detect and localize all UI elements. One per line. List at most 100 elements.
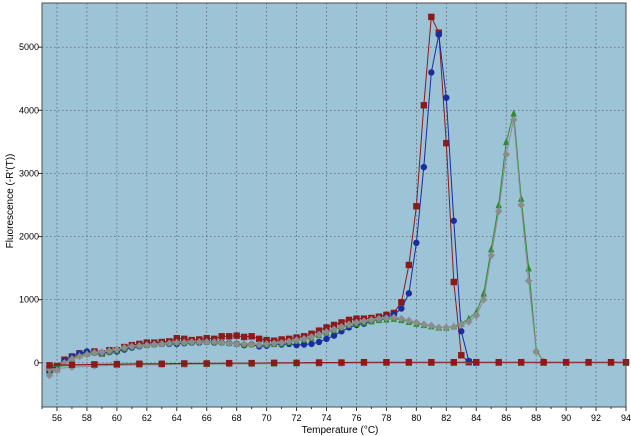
data-point <box>397 314 406 323</box>
data-point <box>45 371 54 380</box>
data-point <box>562 358 570 366</box>
plot-frame <box>41 2 627 408</box>
x-tick-label: 74 <box>322 413 332 423</box>
plot-area <box>42 3 626 407</box>
data-point <box>338 359 345 366</box>
x-tick-label: 94 <box>621 413 631 423</box>
data-point <box>157 340 166 348</box>
data-point <box>91 361 98 368</box>
y-tick-label: 0 <box>34 358 39 368</box>
x-tick-label: 84 <box>471 413 481 423</box>
data-point <box>322 328 331 336</box>
data-point <box>532 347 540 356</box>
x-tick-label: 70 <box>262 413 272 423</box>
data-point <box>308 340 315 348</box>
data-point <box>75 352 84 361</box>
data-point <box>307 333 316 341</box>
data-point <box>128 342 136 351</box>
data-point <box>502 150 511 159</box>
data-point <box>225 333 233 340</box>
data-point <box>442 323 451 332</box>
data-point <box>360 358 368 366</box>
data-point <box>240 340 248 348</box>
data-point <box>352 318 361 327</box>
data-point <box>330 321 338 329</box>
data-point <box>435 31 443 38</box>
series-3 <box>45 115 548 380</box>
data-point <box>405 290 413 297</box>
data-point <box>345 320 353 329</box>
data-point <box>517 201 525 209</box>
data-point <box>233 332 240 339</box>
series-line <box>49 34 477 373</box>
data-point <box>540 358 547 366</box>
y-tick-label: 2000 <box>19 232 39 242</box>
data-point <box>420 102 428 109</box>
y-tick-label: 5000 <box>19 42 39 52</box>
data-point <box>458 328 465 335</box>
data-point <box>479 295 488 304</box>
data-point <box>375 314 383 323</box>
data-point <box>472 311 481 320</box>
data-point <box>323 324 330 331</box>
data-point <box>210 338 219 346</box>
data-point <box>143 341 151 349</box>
x-tick-label: 80 <box>411 413 421 423</box>
x-tick-label: 72 <box>292 413 302 423</box>
x-tick-label: 78 <box>381 413 391 423</box>
data-point <box>225 339 233 348</box>
x-tick-label: 68 <box>232 413 242 423</box>
data-point <box>405 316 413 325</box>
data-point <box>83 350 91 359</box>
data-point <box>495 201 502 209</box>
x-tick-label: 58 <box>82 413 92 423</box>
data-point <box>270 359 278 367</box>
data-point <box>255 340 263 349</box>
data-point <box>495 358 502 366</box>
data-point <box>413 203 420 210</box>
data-point <box>330 332 338 339</box>
data-point <box>607 358 615 366</box>
data-point <box>398 299 405 306</box>
data-point <box>195 338 204 346</box>
data-point <box>202 338 211 346</box>
data-point <box>135 341 144 350</box>
data-point <box>398 305 405 312</box>
data-point <box>187 338 196 346</box>
data-point <box>300 341 308 348</box>
data-point <box>315 338 323 346</box>
data-point <box>300 335 308 343</box>
data-point <box>420 320 428 329</box>
data-point <box>180 338 189 347</box>
data-point <box>480 289 487 297</box>
data-point <box>293 359 300 367</box>
x-tick-label: 66 <box>202 413 212 423</box>
data-point <box>428 358 435 366</box>
y-tick-label: 1000 <box>19 295 39 305</box>
y-axis-title: Fluorescence (-R'(T)) <box>5 154 16 249</box>
data-point <box>413 239 420 247</box>
data-point <box>428 13 435 21</box>
data-point <box>338 319 345 326</box>
data-point <box>165 339 174 348</box>
data-point <box>158 360 165 367</box>
data-point <box>503 137 510 146</box>
x-tick-label: 60 <box>112 413 122 423</box>
data-point <box>98 348 106 356</box>
data-point <box>367 316 376 324</box>
data-point <box>225 359 233 367</box>
data-point <box>525 264 532 272</box>
data-point <box>136 360 143 367</box>
data-point <box>232 340 241 348</box>
data-point <box>473 358 480 366</box>
data-point <box>330 325 338 334</box>
data-point <box>203 360 210 367</box>
x-tick-label: 62 <box>142 413 152 423</box>
data-point <box>509 115 518 124</box>
data-point <box>113 360 121 368</box>
data-point <box>105 347 114 355</box>
data-point <box>488 245 495 253</box>
data-point <box>420 163 428 171</box>
data-point <box>172 338 181 347</box>
data-point <box>248 333 255 340</box>
